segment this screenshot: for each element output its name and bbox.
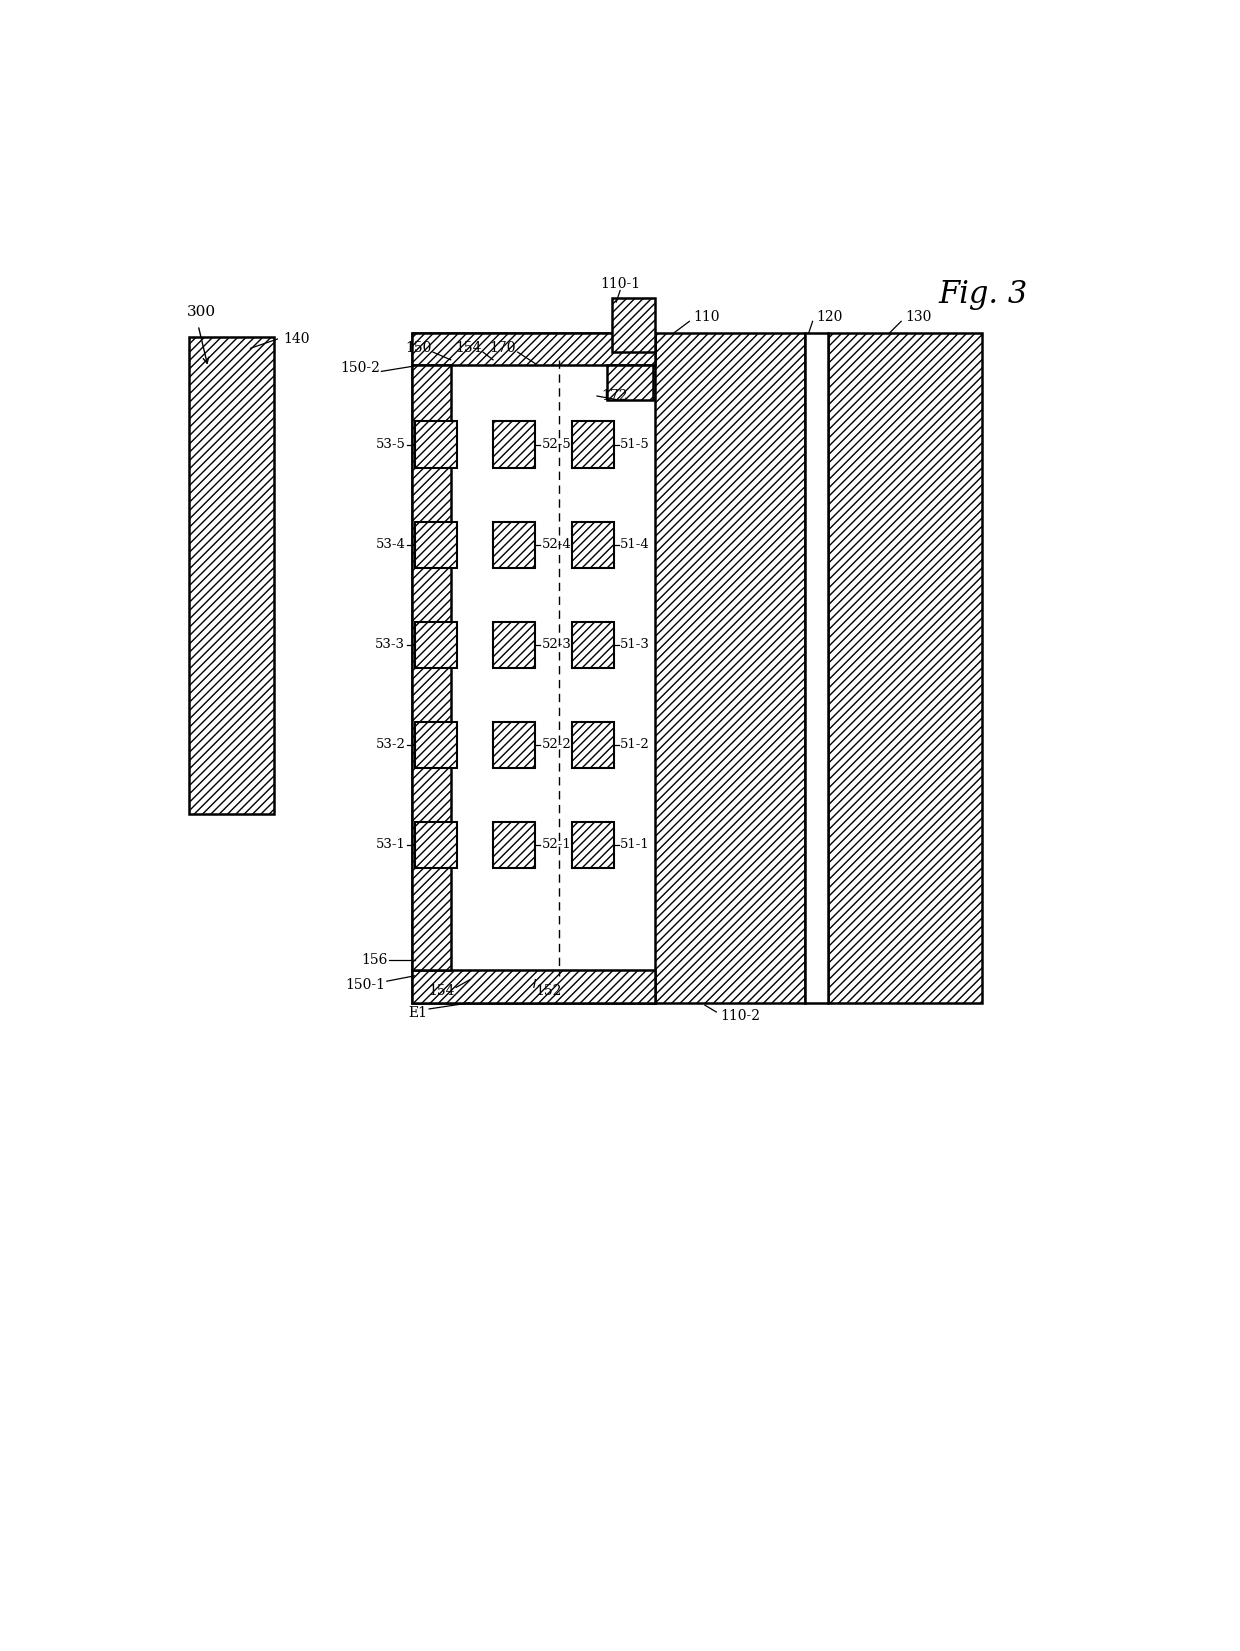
Bar (805, 334, 828, 1002)
Bar (572, 522, 614, 568)
Text: 52-5: 52-5 (542, 438, 572, 451)
Text: 150-2: 150-2 (340, 360, 379, 375)
Text: 140: 140 (283, 332, 309, 347)
Bar (188, 337, 274, 814)
Bar (572, 622, 614, 667)
Text: 52-4: 52-4 (542, 538, 572, 551)
Text: 51-5: 51-5 (620, 438, 650, 451)
Text: 152: 152 (536, 984, 562, 999)
Bar (494, 622, 536, 667)
Text: 172: 172 (601, 390, 627, 403)
Bar (572, 822, 614, 868)
Text: 53-4: 53-4 (376, 538, 405, 551)
Text: 51-3: 51-3 (620, 639, 650, 650)
Text: 154: 154 (455, 342, 481, 355)
Text: 170: 170 (490, 342, 516, 355)
Bar (572, 421, 614, 467)
Bar (494, 822, 536, 868)
Text: E1: E1 (409, 1005, 428, 1020)
Text: 51-2: 51-2 (620, 738, 650, 751)
Text: 130: 130 (905, 310, 931, 325)
Bar (414, 721, 456, 768)
Bar (412, 971, 655, 1002)
Text: 53-3: 53-3 (376, 639, 405, 650)
Text: 110: 110 (693, 310, 719, 325)
Bar (828, 334, 982, 1002)
Bar (613, 299, 655, 352)
Text: 53-2: 53-2 (376, 738, 405, 751)
Text: 150: 150 (405, 342, 432, 355)
Text: 110-2: 110-2 (720, 1009, 760, 1024)
Bar (572, 721, 614, 768)
Bar (494, 721, 536, 768)
Text: 53-1: 53-1 (376, 839, 405, 852)
Bar (494, 522, 536, 568)
Text: 53-5: 53-5 (376, 438, 405, 451)
Bar (494, 421, 536, 467)
Text: 51-1: 51-1 (620, 839, 650, 852)
Text: Fig. 3: Fig. 3 (939, 279, 1028, 310)
Bar (412, 334, 655, 365)
Bar (414, 822, 456, 868)
Text: 150-1: 150-1 (345, 977, 386, 992)
Text: 52-1: 52-1 (542, 839, 572, 852)
Bar (414, 522, 456, 568)
Text: 110-1: 110-1 (600, 277, 640, 291)
Bar (414, 421, 456, 467)
Text: 156: 156 (361, 953, 388, 967)
Text: 51-4: 51-4 (620, 538, 650, 551)
Bar (412, 365, 450, 971)
Text: 52-2: 52-2 (542, 738, 572, 751)
Bar (608, 365, 653, 400)
Bar (651, 334, 805, 1002)
Text: 120: 120 (816, 310, 843, 325)
Text: 154: 154 (428, 984, 455, 999)
Bar (412, 334, 655, 1002)
Text: 52-3: 52-3 (542, 639, 572, 650)
Bar (414, 622, 456, 667)
Text: 300: 300 (187, 305, 217, 319)
